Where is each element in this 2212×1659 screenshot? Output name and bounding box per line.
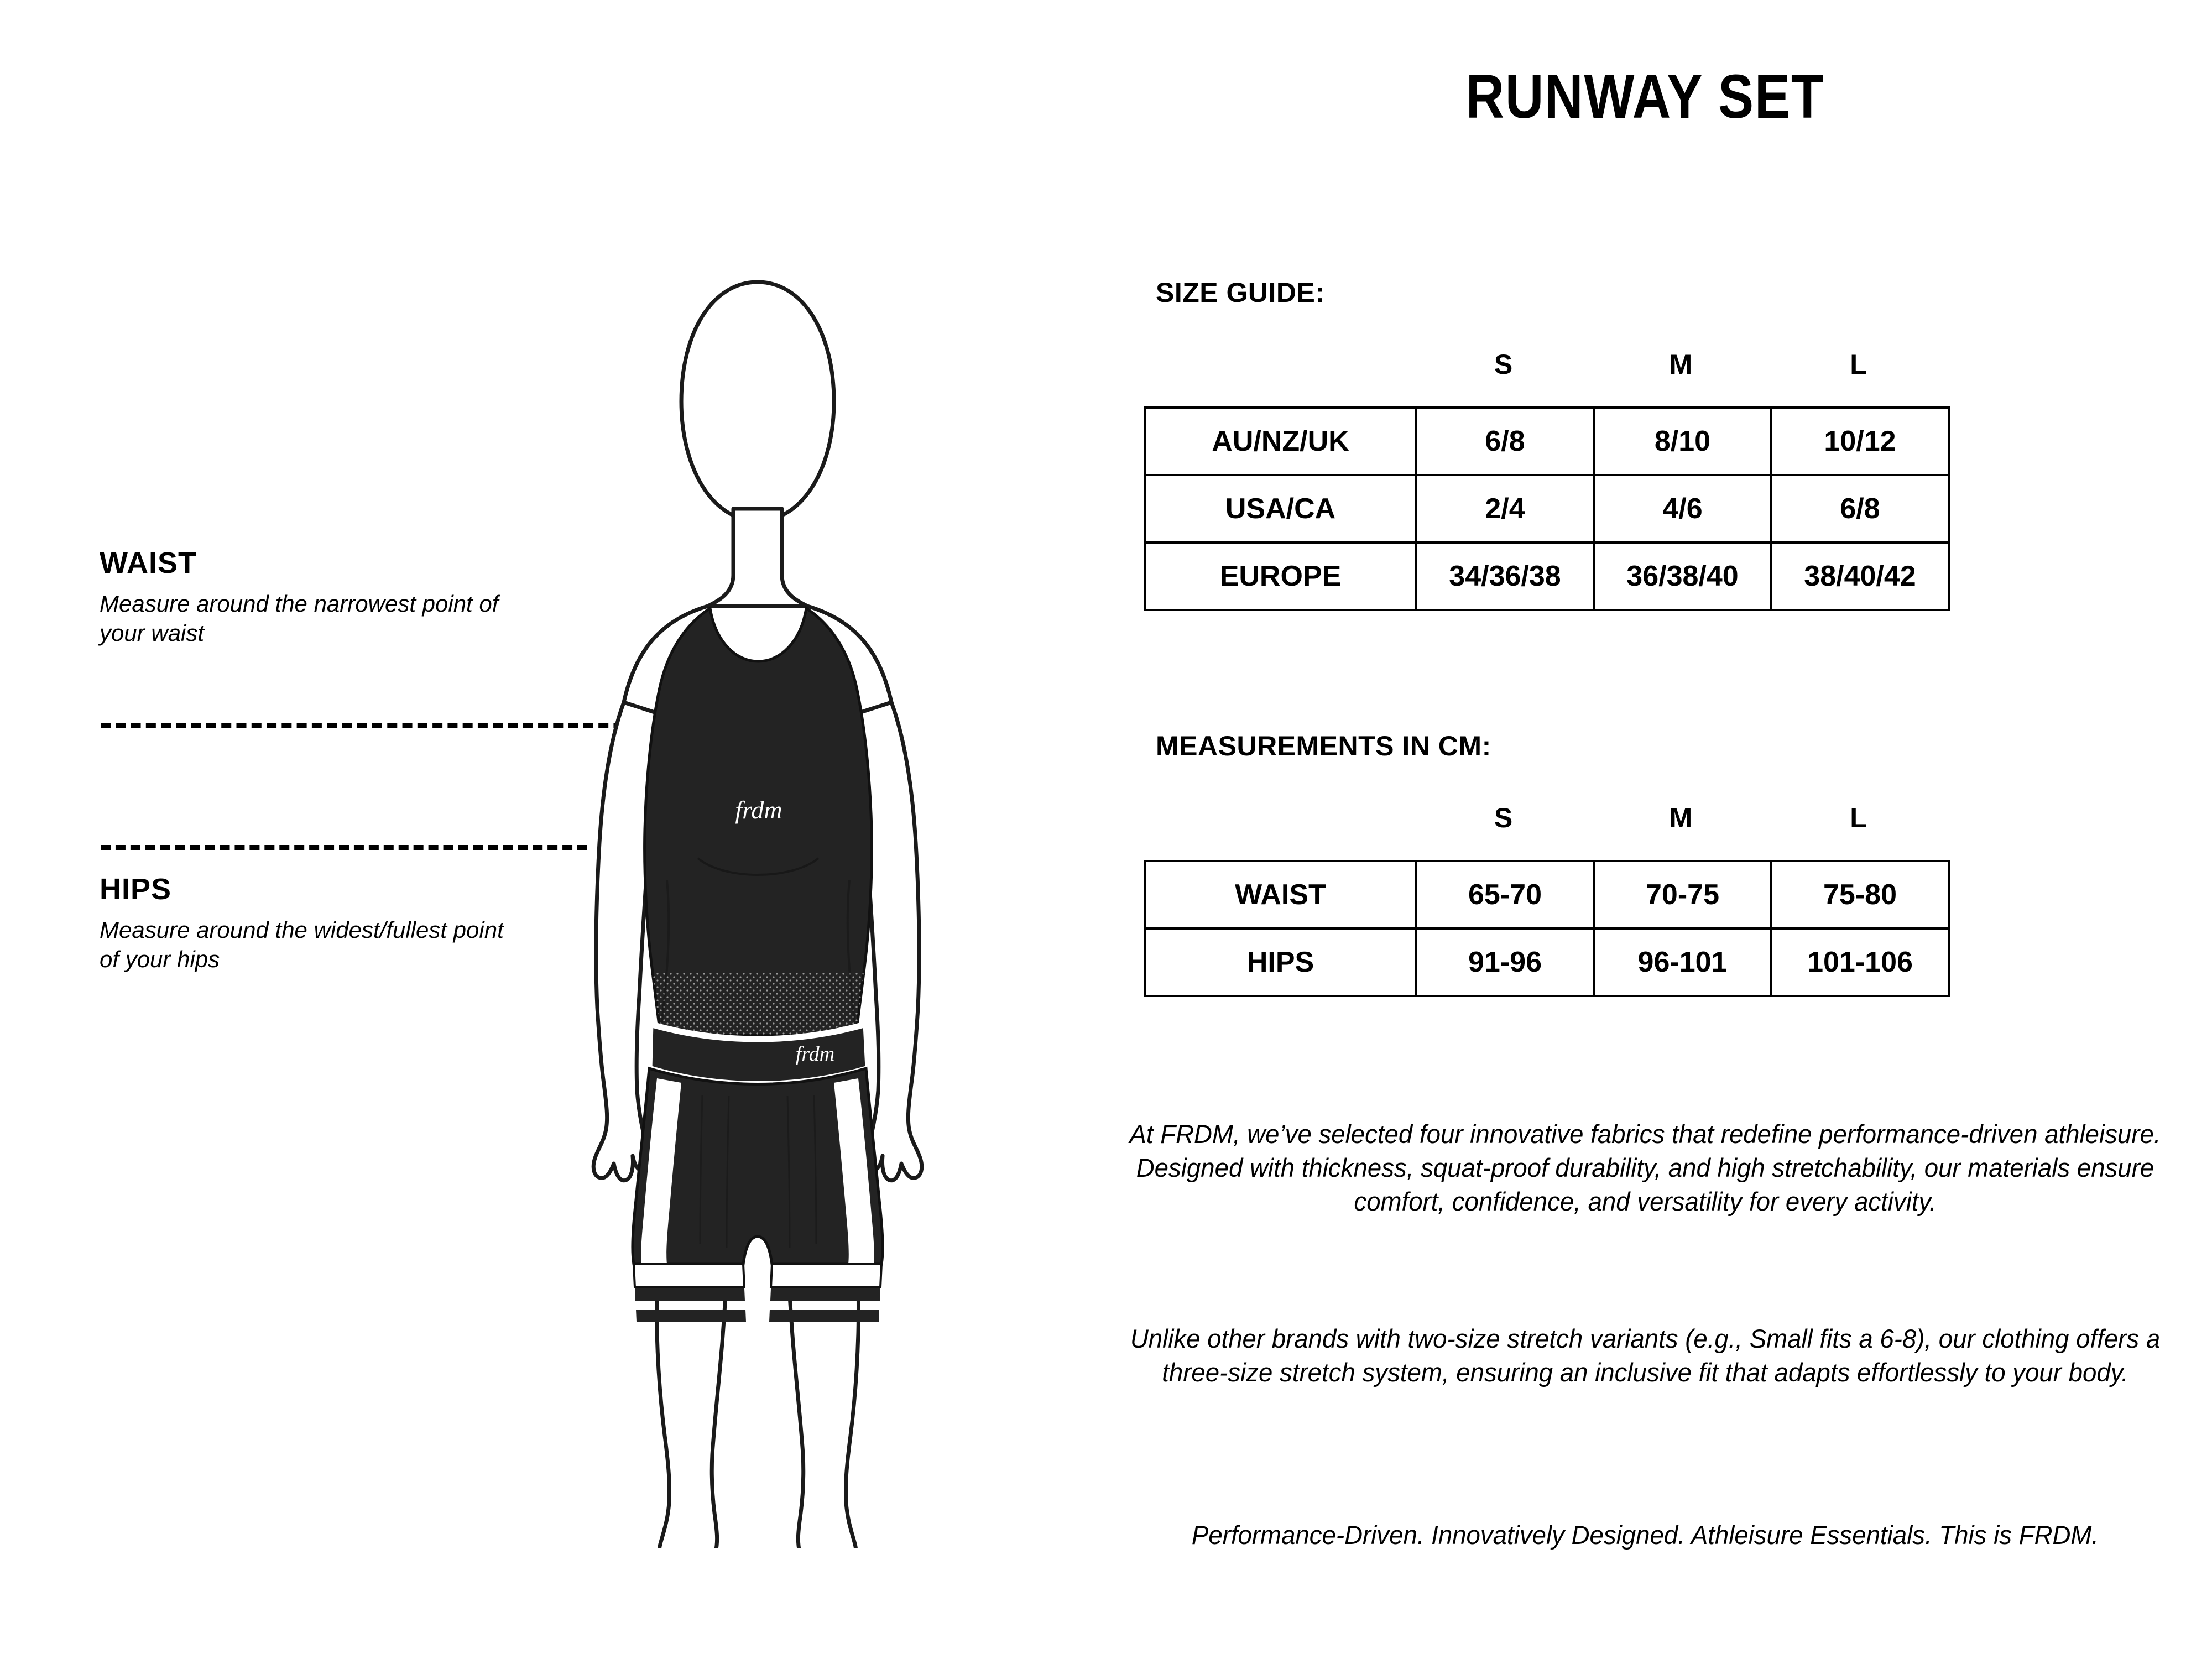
shorts-hem-stripe-right-1: [770, 1288, 880, 1301]
measurements-heading: MEASUREMENTS IN CM:: [1156, 731, 1491, 761]
description-paragraph-1: At FRDM, we’ve selected four innovative …: [1129, 1119, 2161, 1217]
measurements-table: WAIST 65-70 70-75 75-80 HIPS 91-96 96-10…: [1144, 860, 1950, 997]
page-title: RUNWAY SET: [1465, 62, 1825, 131]
row-label: HIPS: [1144, 927, 1417, 997]
header-spacer: [1144, 348, 1415, 380]
size-column-header-s: S: [1494, 349, 1513, 380]
cell-l: 75-80: [1770, 860, 1950, 930]
hips-label: HIPS: [100, 873, 172, 906]
table-row: USA/CA 2/4 4/6 6/8: [1144, 474, 1950, 544]
cell-s: 6/8: [1415, 406, 1595, 476]
size-guide-heading: SIZE GUIDE:: [1156, 277, 1325, 308]
row-label: WAIST: [1144, 860, 1417, 930]
head-outline: [679, 280, 836, 523]
shorts-hem-white-right: [769, 1263, 883, 1288]
size-guide-column-headers: S M L: [1144, 348, 1948, 380]
waist-annotation: WAIST Measure around the narrowest point…: [100, 547, 520, 648]
cell-l: 10/12: [1770, 406, 1950, 476]
description-paragraph-3: Performance-Driven. Innovatively Designe…: [1191, 1520, 2099, 1550]
row-label: USA/CA: [1144, 474, 1417, 544]
cell-s: 91-96: [1415, 927, 1595, 997]
tank-top-side-seam-left: [660, 880, 670, 1026]
hips-description: Measure around the widest/fullest point …: [100, 916, 504, 973]
table-row: EUROPE 34/36/38 36/38/40 38/40/42: [1144, 541, 1950, 611]
shorts-garment: frdm: [631, 1020, 884, 1322]
measurements-column-headers: S M L: [1144, 802, 1948, 834]
cell-l: 6/8: [1770, 474, 1950, 544]
shorts-side-stripe-right: [834, 1078, 874, 1264]
shorts-hem-stripe-right-2: [769, 1310, 879, 1322]
shorts-fold-2: [726, 1095, 730, 1248]
row-label: EUROPE: [1144, 541, 1417, 611]
measure-column-header-m: M: [1669, 802, 1693, 833]
shorts-hem-stripe-left-1: [635, 1288, 745, 1301]
tank-top-garment: frdm: [643, 606, 873, 1037]
table-row: AU/NZ/UK 6/8 8/10 10/12: [1144, 406, 1950, 476]
measure-column-header-s: S: [1494, 802, 1513, 833]
cell-m: 96-101: [1593, 927, 1772, 997]
table-row: WAIST 65-70 70-75 75-80: [1144, 860, 1950, 930]
shorts-hem-stripe-left-2: [636, 1310, 746, 1322]
size-conversion-table: AU/NZ/UK 6/8 8/10 10/12 USA/CA 2/4 4/6 6…: [1144, 406, 1950, 611]
measure-column-header-l: L: [1850, 802, 1867, 833]
cell-m: 70-75: [1593, 860, 1772, 930]
shorts-fold-3: [786, 1095, 791, 1248]
shorts-brand-logo: frdm: [796, 1042, 834, 1066]
cell-s: 34/36/38: [1415, 541, 1595, 611]
cell-s: 2/4: [1415, 474, 1595, 544]
hips-guide-line: [101, 845, 587, 850]
shorts-hem-white-left: [632, 1263, 746, 1288]
tank-top-bust-seam: [697, 857, 820, 876]
cell-m: 8/10: [1593, 406, 1772, 476]
info-panel: RUNWAY SET SIZE GUIDE: S M L AU/NZ/UK 6/…: [1078, 0, 2212, 1659]
waist-description: Measure around the narrowest point of yo…: [100, 590, 499, 646]
tank-top-body: [643, 606, 873, 1037]
cell-m: 4/6: [1593, 474, 1772, 544]
table-row: HIPS 91-96 96-101 101-106: [1144, 927, 1950, 997]
neck-outline: [706, 507, 810, 608]
tank-top-side-seam-right: [846, 880, 856, 1026]
tank-top-mesh-hem: [653, 972, 864, 1035]
cell-l: 38/40/42: [1770, 541, 1950, 611]
cell-s: 65-70: [1415, 860, 1595, 930]
cell-m: 36/38/40: [1593, 541, 1772, 611]
mannequin-illustration: frdm frdm: [553, 265, 962, 1548]
waist-label: WAIST: [100, 546, 197, 580]
size-column-header-l: L: [1850, 349, 1867, 380]
tank-top-brand-logo: frdm: [735, 796, 782, 824]
shorts-side-stripe-left: [641, 1078, 681, 1264]
waist-guide-line: [101, 723, 654, 728]
row-label: AU/NZ/UK: [1144, 406, 1417, 476]
cell-l: 101-106: [1770, 927, 1950, 997]
shorts-fold-4: [813, 1094, 817, 1245]
description-paragraph-2: Unlike other brands with two-size stretc…: [1130, 1324, 2161, 1387]
header-spacer: [1144, 802, 1415, 834]
shorts-fold-1: [699, 1094, 703, 1245]
hips-annotation: HIPS Measure around the widest/fullest p…: [100, 874, 520, 974]
figure-panel: WAIST Measure around the narrowest point…: [0, 0, 1078, 1659]
size-column-header-m: M: [1669, 349, 1693, 380]
